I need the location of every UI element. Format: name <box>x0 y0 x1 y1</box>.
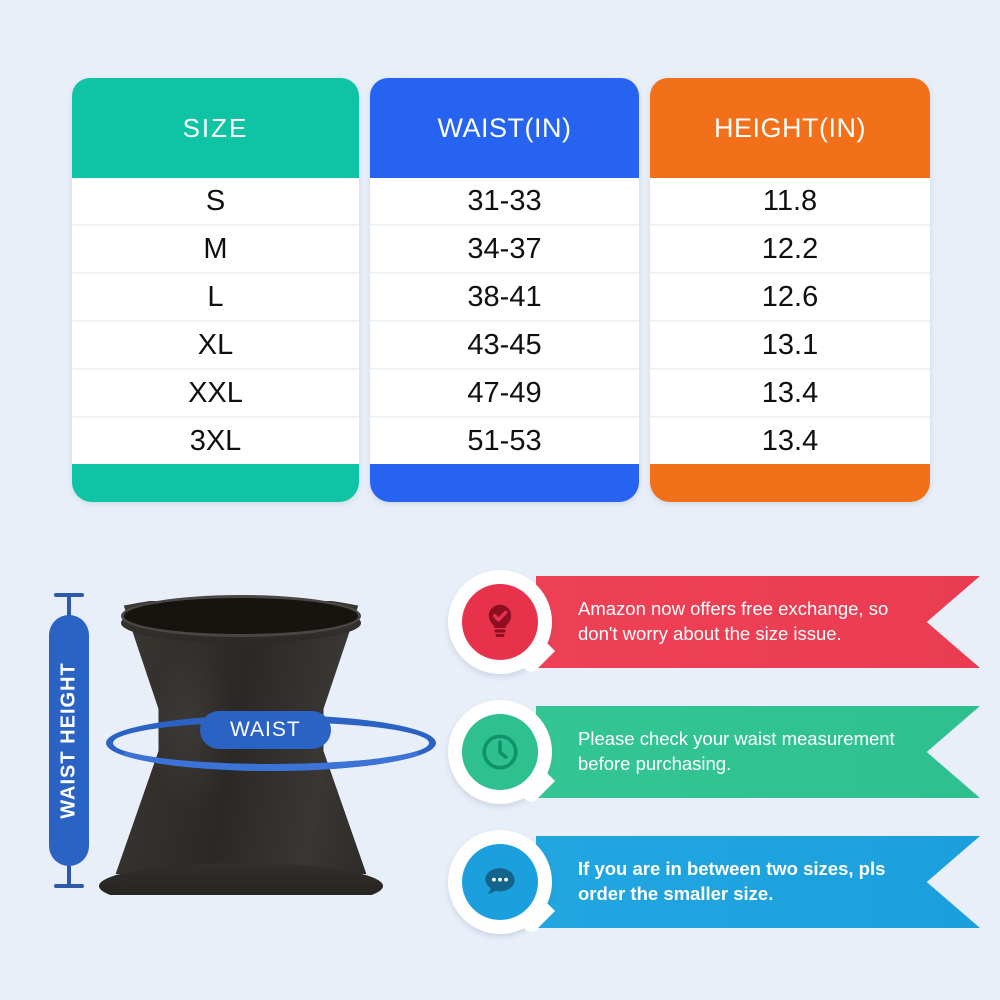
belt-top-rim <box>120 595 362 637</box>
table-row: 12.6 <box>650 274 930 322</box>
waist-height-badge: WAIST HEIGHT <box>49 615 89 866</box>
table-row: 11.8 <box>650 178 930 226</box>
table-row: 34-37 <box>370 226 639 274</box>
waist-measure-ring-front <box>106 715 436 771</box>
ribbon-band: Amazon now offers free exchange, so don'… <box>536 576 980 668</box>
info-note-text: Amazon now offers free exchange, so don'… <box>578 598 889 644</box>
chat-bubble-icon <box>462 844 538 920</box>
table-column-size: SIZE S M L XL XXL 3XL <box>72 78 359 502</box>
column-body-height: 11.8 12.2 12.6 13.1 13.4 13.4 <box>650 178 930 464</box>
table-row: 38-41 <box>370 274 639 322</box>
ruler-cap-bottom-icon <box>54 884 84 888</box>
ruler-cap-top-icon <box>54 593 84 597</box>
icon-bubble <box>448 570 552 674</box>
waist-trainer-belt: WAIST <box>76 595 436 895</box>
table-row: 12.2 <box>650 226 930 274</box>
column-body-waist: 31-33 34-37 38-41 43-45 47-49 51-53 <box>370 178 639 464</box>
table-row: 31-33 <box>370 178 639 226</box>
waist-height-ruler: WAIST HEIGHT <box>46 593 92 888</box>
table-row: XXL <box>72 370 359 418</box>
table-row: 3XL <box>189 424 242 457</box>
column-footer-size <box>72 464 359 502</box>
table-row: XL <box>72 322 359 370</box>
ribbon-band: If you are in between two sizes, pls ord… <box>536 836 980 928</box>
table-row: S <box>72 178 359 226</box>
info-note-sizing: If you are in between two sizes, pls ord… <box>440 820 980 948</box>
column-footer-height <box>650 464 930 502</box>
info-note-measure: Please check your waist measurement befo… <box>440 690 980 818</box>
column-header-waist: WAIST(IN) <box>370 78 639 178</box>
size-chart-table: SIZE S M L XL XXL 3XL WAIST(IN) 31-33 34… <box>72 78 930 502</box>
lightbulb-check-icon <box>462 584 538 660</box>
column-body-size: S M L XL XXL 3XL <box>72 178 359 464</box>
table-row: M <box>72 226 359 274</box>
table-row: 51-53 <box>467 424 542 457</box>
column-header-height: HEIGHT(IN) <box>650 78 930 178</box>
table-row: 13.1 <box>650 322 930 370</box>
table-row: L <box>72 274 359 322</box>
column-footer-waist <box>370 464 639 502</box>
column-header-size: SIZE <box>72 78 359 178</box>
table-row: 13.4 <box>650 370 930 418</box>
icon-bubble <box>448 830 552 934</box>
table-column-height: HEIGHT(IN) 11.8 12.2 12.6 13.1 13.4 13.4 <box>650 78 930 502</box>
waist-label-badge: WAIST <box>200 711 331 749</box>
info-note-text: Please check your waist measurement befo… <box>578 728 895 774</box>
info-notes-list: Amazon now offers free exchange, so don'… <box>440 560 980 970</box>
icon-bubble <box>448 700 552 804</box>
info-note-text: If you are in between two sizes, pls ord… <box>578 858 886 904</box>
table-row: 43-45 <box>370 322 639 370</box>
info-note-exchange: Amazon now offers free exchange, so don'… <box>440 560 980 688</box>
product-illustration: WAIST HEIGHT WAIST <box>18 575 436 975</box>
belt-bottom-rim <box>99 863 383 895</box>
ribbon-band: Please check your waist measurement befo… <box>536 706 980 798</box>
table-column-waist: WAIST(IN) 31-33 34-37 38-41 43-45 47-49 … <box>370 78 639 502</box>
table-row: 47-49 <box>370 370 639 418</box>
clock-icon <box>462 714 538 790</box>
table-row: 13.4 <box>761 424 819 457</box>
